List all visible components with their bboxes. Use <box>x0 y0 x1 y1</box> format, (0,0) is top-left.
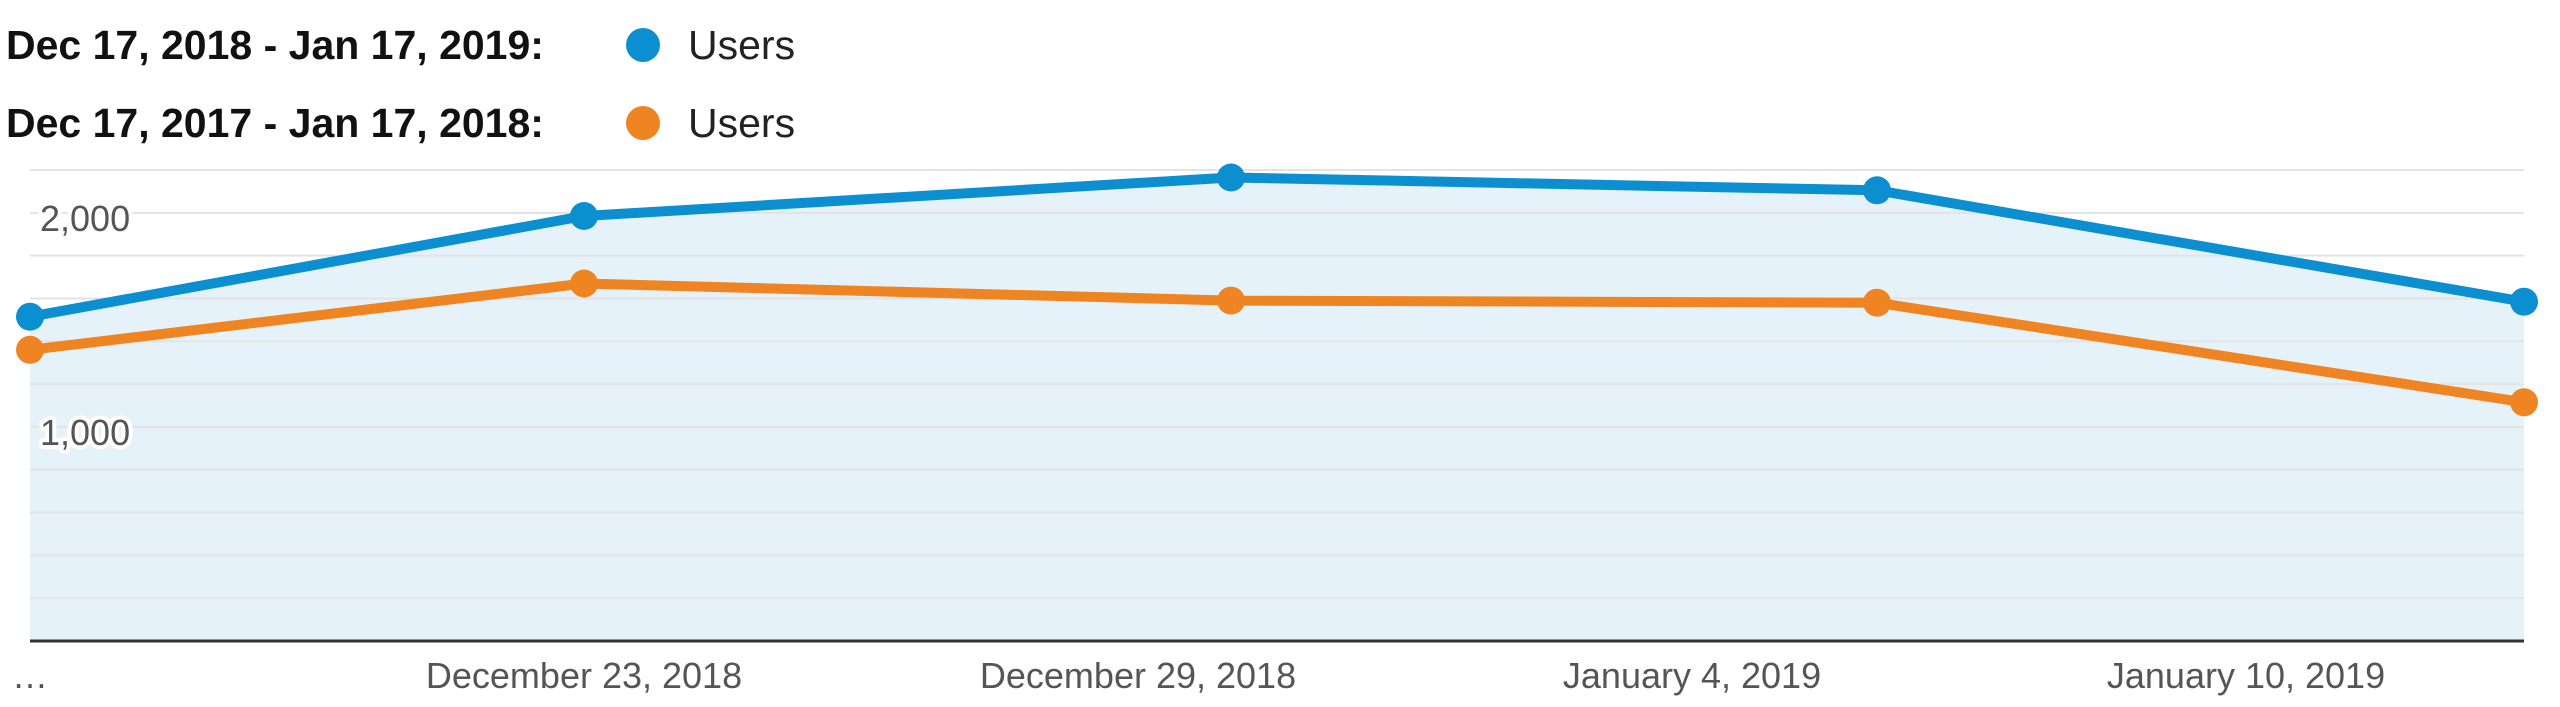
legend-range-current: Dec 17, 2018 - Jan 17, 2019: <box>6 21 544 68</box>
y-tick-label: 2,000 <box>40 198 130 239</box>
legend-item-previous[interactable]: Dec 17, 2017 - Jan 17, 2018: Users <box>6 84 795 162</box>
data-point-current <box>1863 176 1891 205</box>
x-tick-label: December 29, 2018 <box>980 655 1296 696</box>
data-point-previous <box>570 269 598 298</box>
data-point-previous <box>1217 286 1245 315</box>
legend-dot-current <box>626 28 660 62</box>
legend: Dec 17, 2018 - Jan 17, 2019: Users Dec 1… <box>6 6 795 162</box>
x-tick-label: December 23, 2018 <box>426 655 742 696</box>
legend-label-previous: Users <box>688 99 796 146</box>
data-point-previous <box>16 335 44 364</box>
series-area-current <box>30 177 2524 641</box>
x-tick-label: … <box>12 655 48 696</box>
data-point-previous <box>2510 388 2538 417</box>
data-point-current <box>2510 287 2538 316</box>
x-tick-label: January 4, 2019 <box>1563 655 1821 696</box>
data-point-previous <box>1863 288 1891 317</box>
legend-item-current[interactable]: Dec 17, 2018 - Jan 17, 2019: Users <box>6 6 795 84</box>
y-tick-label: 1,000 <box>40 412 130 453</box>
x-tick-label: January 10, 2019 <box>2107 655 2385 696</box>
legend-dot-previous <box>626 106 660 140</box>
data-point-current <box>1217 163 1245 192</box>
data-point-current <box>16 302 44 331</box>
data-point-current <box>570 202 598 230</box>
legend-range-previous: Dec 17, 2017 - Jan 17, 2018: <box>6 99 544 146</box>
legend-label-current: Users <box>688 21 796 68</box>
